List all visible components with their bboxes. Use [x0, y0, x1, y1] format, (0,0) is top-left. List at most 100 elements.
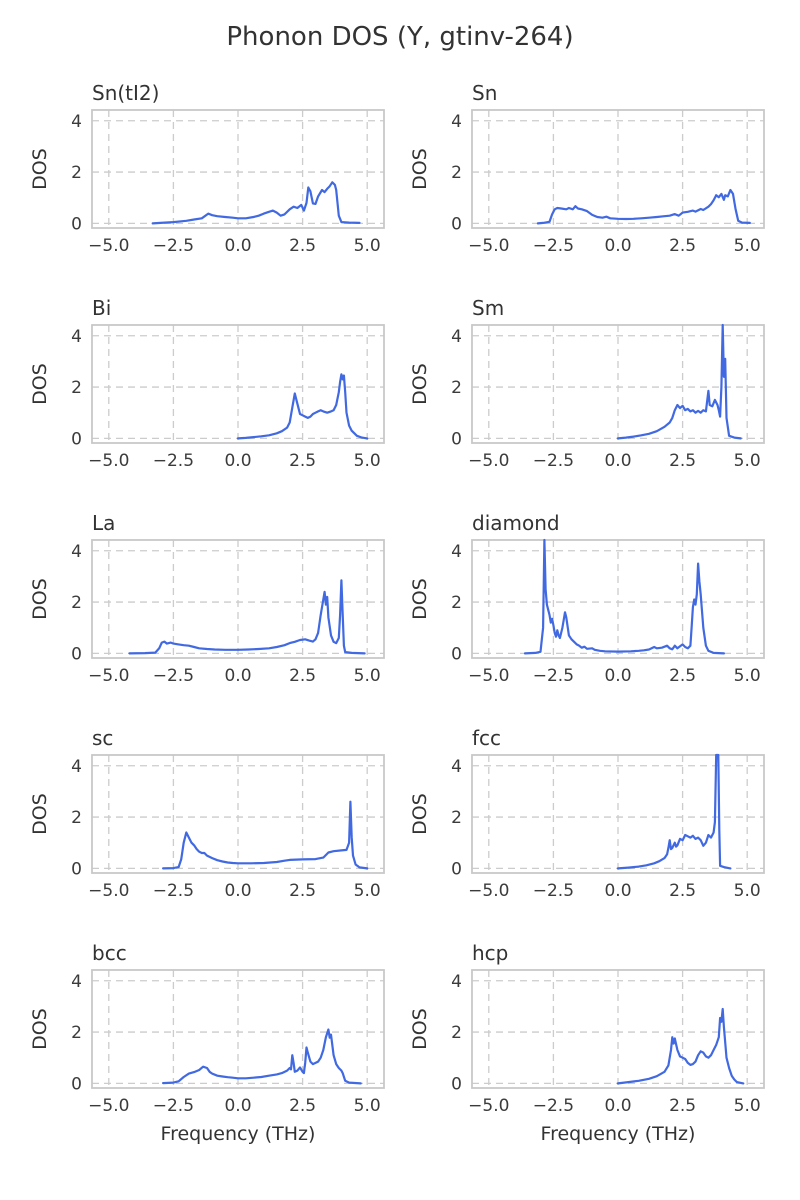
y-tick-labels: 0 2 4 — [71, 112, 82, 235]
svg-text:2.5: 2.5 — [669, 881, 696, 901]
vertical-gridlines — [108, 970, 368, 1088]
y-axis-label: DOS — [410, 578, 431, 620]
svg-text:2.5: 2.5 — [289, 1096, 316, 1116]
y-axis-label: DOS — [30, 1008, 51, 1050]
subplot-sn: Sn DOS −5.0 −2.5 0.0 2.5 5.0 0 2 4 — [410, 81, 765, 256]
svg-text:−2.5: −2.5 — [153, 881, 194, 901]
y-tick-labels: 0 2 4 — [451, 112, 462, 235]
svg-text:−2.5: −2.5 — [533, 1096, 574, 1116]
svg-text:−2.5: −2.5 — [153, 666, 194, 686]
x-tick-labels: −5.0 −2.5 0.0 2.5 5.0 — [468, 666, 761, 686]
svg-text:−2.5: −2.5 — [153, 236, 194, 256]
svg-text:5.0: 5.0 — [734, 881, 761, 901]
svg-text:5.0: 5.0 — [734, 451, 761, 471]
svg-text:2: 2 — [451, 163, 462, 183]
subplot-sm: Sm DOS −5.0 −2.5 0.0 2.5 5.0 0 2 4 — [410, 296, 765, 471]
svg-text:−5.0: −5.0 — [468, 881, 509, 901]
plot-border — [471, 109, 765, 229]
subplot-title: sc — [92, 726, 113, 750]
x-tick-labels: −5.0 −2.5 0.0 2.5 5.0 — [468, 451, 761, 471]
svg-text:2.5: 2.5 — [669, 1096, 696, 1116]
subplot-title: Sn(tI2) — [92, 81, 159, 105]
vertical-gridlines — [488, 755, 748, 873]
vertical-gridlines — [488, 325, 748, 443]
svg-text:2: 2 — [451, 1023, 462, 1043]
svg-text:0: 0 — [451, 859, 462, 879]
svg-text:4: 4 — [71, 327, 82, 347]
svg-text:−5.0: −5.0 — [468, 1096, 509, 1116]
svg-text:−5.0: −5.0 — [468, 666, 509, 686]
svg-text:4: 4 — [71, 542, 82, 562]
svg-text:0.0: 0.0 — [604, 1096, 631, 1116]
plot-border — [91, 109, 385, 229]
y-axis-label: DOS — [30, 578, 51, 620]
subplot-bi: Bi DOS −5.0 −2.5 0.0 2.5 5.0 0 2 4 — [30, 296, 385, 471]
vertical-gridlines — [108, 325, 368, 443]
subplot-bcc: bcc DOS −5.0 −2.5 0.0 2.5 5.0 0 2 4 Frequency … — [30, 941, 385, 1145]
svg-text:2: 2 — [71, 163, 82, 183]
svg-text:5.0: 5.0 — [354, 881, 381, 901]
svg-text:−2.5: −2.5 — [153, 1096, 194, 1116]
subplot-title: hcp — [472, 941, 508, 965]
svg-text:−2.5: −2.5 — [533, 881, 574, 901]
subplot-title: Sm — [472, 296, 504, 320]
vertical-gridlines — [488, 540, 748, 658]
svg-text:5.0: 5.0 — [354, 666, 381, 686]
x-tick-labels: −5.0 −2.5 0.0 2.5 5.0 — [88, 451, 381, 471]
y-tick-labels: 0 2 4 — [451, 757, 462, 880]
svg-text:2: 2 — [71, 593, 82, 613]
subplot-title: bcc — [92, 941, 127, 965]
svg-text:0.0: 0.0 — [224, 451, 251, 471]
plot-border — [471, 969, 765, 1089]
dos-curve — [128, 579, 366, 655]
svg-text:2: 2 — [71, 378, 82, 398]
y-axis-label: DOS — [30, 148, 51, 190]
subplot-grid: Sn(tI2) DOS −5.0 −2.5 0.0 2.5 5.0 0 2 4 Sn DOS… — [30, 80, 790, 1175]
svg-text:−5.0: −5.0 — [88, 666, 129, 686]
dos-curve — [616, 1007, 745, 1085]
subplot-title: Bi — [92, 296, 111, 320]
subplot-title: fcc — [472, 726, 501, 750]
horizontal-gridlines — [92, 980, 384, 1085]
svg-text:2.5: 2.5 — [289, 666, 316, 686]
svg-text:0: 0 — [451, 1074, 462, 1094]
x-tick-labels: −5.0 −2.5 0.0 2.5 5.0 — [88, 1096, 381, 1116]
plot-border — [471, 539, 765, 659]
plot-border — [471, 754, 765, 874]
figure-title: Phonon DOS (Y, gtinv-264) — [226, 22, 574, 52]
dos-curve — [536, 188, 751, 225]
vertical-gridlines — [108, 110, 368, 228]
svg-text:0.0: 0.0 — [224, 881, 251, 901]
svg-text:−5.0: −5.0 — [88, 1096, 129, 1116]
dos-curve — [162, 1028, 362, 1085]
svg-text:4: 4 — [451, 327, 462, 347]
y-axis-label: DOS — [410, 1008, 431, 1050]
plot-border — [91, 324, 385, 444]
svg-text:−2.5: −2.5 — [533, 666, 574, 686]
x-axis-label: Frequency (THz) — [161, 1123, 316, 1145]
svg-text:5.0: 5.0 — [354, 451, 381, 471]
subplot-title: diamond — [472, 511, 560, 535]
svg-text:5.0: 5.0 — [734, 236, 761, 256]
y-axis-label: DOS — [410, 793, 431, 835]
subplot-la: La DOS −5.0 −2.5 0.0 2.5 5.0 0 2 4 — [30, 511, 385, 686]
x-tick-labels: −5.0 −2.5 0.0 2.5 5.0 — [468, 881, 761, 901]
svg-text:0.0: 0.0 — [604, 666, 631, 686]
svg-text:−2.5: −2.5 — [153, 451, 194, 471]
dos-curve — [236, 373, 369, 440]
svg-text:2.5: 2.5 — [669, 666, 696, 686]
svg-text:4: 4 — [71, 972, 82, 992]
svg-text:0: 0 — [451, 429, 462, 449]
svg-text:2: 2 — [451, 808, 462, 828]
svg-text:0: 0 — [451, 214, 462, 234]
plot-border — [91, 969, 385, 1089]
svg-text:2.5: 2.5 — [289, 451, 316, 471]
vertical-gridlines — [108, 755, 368, 873]
svg-text:2: 2 — [71, 1023, 82, 1043]
svg-text:0.0: 0.0 — [224, 1096, 251, 1116]
x-tick-labels: −5.0 −2.5 0.0 2.5 5.0 — [468, 1096, 761, 1116]
svg-text:4: 4 — [451, 757, 462, 777]
svg-text:2: 2 — [451, 593, 462, 613]
y-tick-labels: 0 2 4 — [71, 972, 82, 1095]
x-axis-label: Frequency (THz) — [541, 1123, 696, 1145]
